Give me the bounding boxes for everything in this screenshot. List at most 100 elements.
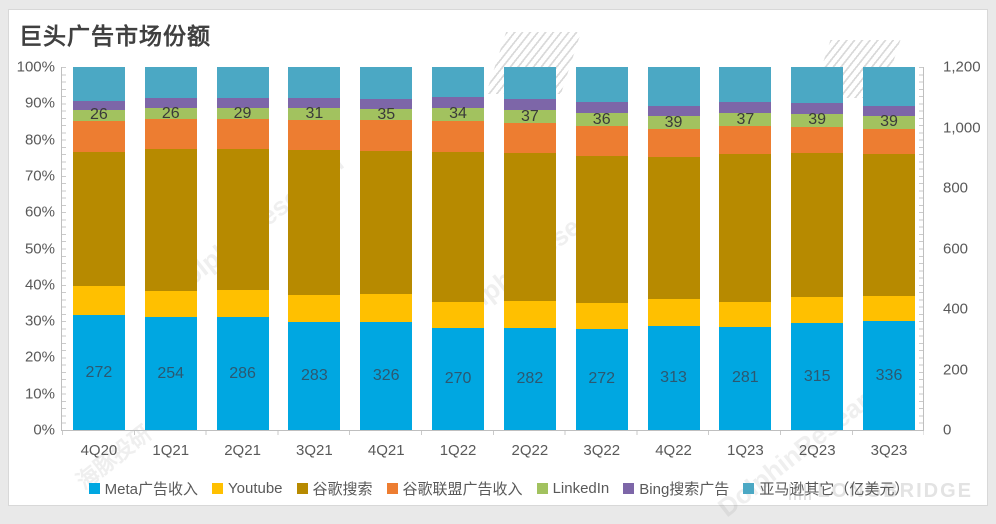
legend-item-谷歌联盟广告收入: 谷歌联盟广告收入 bbox=[386, 478, 523, 499]
legend-label: 亚马逊其它（亿美元） bbox=[759, 481, 910, 498]
data-label-LinkedIn-2Q21: 29 bbox=[233, 104, 252, 122]
segment-谷歌联盟广告收入-4Q20 bbox=[72, 120, 125, 152]
bar-slot-1Q23: 37 281 bbox=[709, 67, 781, 430]
segment-Youtube-3Q21 bbox=[288, 294, 341, 323]
segment-谷歌联盟广告收入-3Q21 bbox=[288, 119, 341, 151]
segment-亚马逊其它（亿美元）-1Q22 bbox=[432, 67, 485, 97]
stacked-bar-1Q23: 37 281 bbox=[719, 67, 772, 430]
segment-Meta广告收入-4Q20: 272 bbox=[72, 315, 125, 430]
chart-card: 巨头广告市场份额 DolphinResearch DolphinResearch… bbox=[8, 9, 989, 523]
segment-谷歌搜索-3Q22 bbox=[575, 155, 628, 303]
bar-slot-2Q22: 37 282 bbox=[494, 67, 566, 430]
data-label-Meta广告收入-1Q23: 281 bbox=[732, 369, 759, 387]
segment-Meta广告收入-2Q23: 315 bbox=[791, 323, 844, 430]
segment-谷歌搜索-1Q21 bbox=[144, 149, 197, 291]
y-axis-line-left bbox=[61, 67, 62, 430]
data-label-Meta广告收入-2Q23: 315 bbox=[803, 367, 831, 385]
bar-slot-3Q23: 39 336 bbox=[853, 67, 925, 430]
y-tick-20%: 20% bbox=[24, 348, 55, 366]
y-axis-left: 100% 90% 80% 70% 60% 50% 40% 30% 20% 10% 0% bbox=[9, 59, 55, 439]
legend-marker-icon bbox=[623, 483, 635, 494]
segment-谷歌联盟广告收入-3Q22 bbox=[575, 126, 628, 156]
segment-LinkedIn-4Q20: 26 bbox=[72, 106, 125, 124]
y-axis-ticks-left bbox=[62, 67, 66, 430]
y-tick-800: 800 bbox=[943, 179, 969, 197]
watermark-longbridge-label: LONGBRIDGE bbox=[817, 480, 973, 502]
legend-marker-icon bbox=[386, 483, 398, 494]
legend-label: LinkedIn bbox=[552, 480, 610, 497]
segment-Meta广告收入-2Q22: 282 bbox=[503, 327, 556, 430]
x-label-1Q22: 1Q22 bbox=[439, 442, 477, 459]
data-label-Meta广告收入-4Q20: 272 bbox=[85, 363, 113, 381]
x-label-4Q22: 4Q22 bbox=[655, 442, 692, 459]
x-axis-ticks bbox=[62, 431, 924, 435]
segment-谷歌搜索-1Q23 bbox=[719, 153, 772, 303]
stacked-bar-3Q23: 39 336 bbox=[863, 67, 916, 430]
stacked-bar-2Q21: 29 286 bbox=[216, 67, 269, 430]
segment-谷歌联盟广告收入-4Q22 bbox=[647, 129, 700, 158]
segment-Youtube-1Q21 bbox=[144, 290, 197, 318]
y-tick-1,000: 1,000 bbox=[943, 119, 981, 136]
segment-Bing搜索广告-2Q22 bbox=[503, 98, 556, 110]
data-label-Meta广告收入-3Q23: 336 bbox=[875, 366, 903, 384]
x-label-4Q20: 4Q20 bbox=[80, 442, 118, 459]
x-label-2Q22: 2Q22 bbox=[511, 442, 549, 459]
segment-亚马逊其它（亿美元）-4Q20 bbox=[72, 67, 125, 101]
segment-Meta广告收入-2Q21: 286 bbox=[216, 317, 269, 430]
segment-Meta广告收入-3Q22: 272 bbox=[575, 328, 628, 430]
legend-label: Bing搜索广告 bbox=[639, 481, 730, 498]
segment-Youtube-4Q20 bbox=[72, 286, 125, 316]
data-label-LinkedIn-3Q22: 36 bbox=[592, 110, 611, 128]
data-label-LinkedIn-4Q21: 35 bbox=[377, 105, 396, 123]
segment-LinkedIn-2Q23: 39 bbox=[791, 112, 844, 128]
segment-LinkedIn-2Q22: 37 bbox=[503, 108, 556, 124]
legend-label: Meta广告收入 bbox=[104, 481, 199, 498]
segment-谷歌搜索-3Q23 bbox=[863, 153, 916, 296]
legend-marker-icon bbox=[212, 483, 224, 494]
plot-area: 26 272 26 254 29 286 31 283 35 326 34 270 37 282 36 272… bbox=[63, 67, 925, 430]
stacked-bar-4Q21: 35 326 bbox=[360, 67, 413, 430]
segment-Meta广告收入-1Q21: 254 bbox=[144, 317, 197, 430]
bar-slot-3Q21: 31 283 bbox=[278, 67, 350, 430]
segment-谷歌搜索-2Q21 bbox=[216, 149, 269, 290]
y-tick-100%: 100% bbox=[16, 58, 55, 76]
segment-谷歌搜索-2Q22 bbox=[503, 153, 556, 302]
segment-亚马逊其它（亿美元）-1Q23 bbox=[719, 67, 772, 102]
data-label-Meta广告收入-3Q21: 283 bbox=[301, 367, 328, 385]
segment-谷歌联盟广告收入-2Q22 bbox=[503, 123, 556, 154]
legend-marker-icon bbox=[88, 483, 100, 494]
segment-Bing搜索广告-3Q21 bbox=[288, 97, 341, 109]
segment-亚马逊其它（亿美元）-2Q23 bbox=[791, 67, 844, 104]
segment-Meta广告收入-3Q23: 336 bbox=[863, 321, 916, 430]
legend-label: 谷歌搜索 bbox=[312, 481, 373, 498]
segment-LinkedIn-2Q21: 29 bbox=[216, 104, 269, 122]
segment-Bing搜索广告-2Q23 bbox=[791, 103, 844, 114]
longbridge-icon bbox=[789, 483, 812, 500]
data-label-LinkedIn-1Q23: 37 bbox=[736, 110, 755, 128]
x-label-2Q21: 2Q21 bbox=[224, 442, 261, 459]
segment-Youtube-2Q21 bbox=[216, 289, 269, 318]
bar-slot-4Q22: 39 313 bbox=[638, 67, 710, 430]
segment-亚马逊其它（亿美元）-2Q21 bbox=[216, 67, 269, 99]
bar-slot-4Q20: 26 272 bbox=[63, 67, 135, 430]
legend: Meta广告收入 Youtube 谷歌搜索 谷歌联盟广告收入 LinkedIn Bing搜… bbox=[9, 478, 989, 499]
segment-谷歌联盟广告收入-2Q21 bbox=[216, 119, 269, 150]
bar-slot-1Q21: 26 254 bbox=[135, 67, 207, 430]
data-label-LinkedIn-4Q20: 26 bbox=[90, 106, 108, 124]
segment-谷歌联盟广告收入-2Q23 bbox=[791, 126, 844, 154]
data-label-Meta广告收入-3Q22: 272 bbox=[588, 370, 616, 388]
bar-slot-2Q23: 39 315 bbox=[781, 67, 853, 430]
y-tick-30%: 30% bbox=[24, 312, 55, 330]
y-tick-80%: 80% bbox=[24, 131, 55, 149]
legend-item-Bing搜索广告: Bing搜索广告 bbox=[623, 478, 729, 499]
segment-亚马逊其它（亿美元）-3Q21 bbox=[288, 67, 341, 98]
segment-LinkedIn-3Q21: 31 bbox=[288, 106, 341, 122]
bar-slot-1Q22: 34 270 bbox=[422, 67, 494, 430]
segment-Meta广告收入-3Q21: 283 bbox=[288, 322, 341, 430]
x-axis-line bbox=[61, 430, 924, 431]
segment-Meta广告收入-1Q22: 270 bbox=[432, 327, 485, 430]
legend-item-LinkedIn: LinkedIn bbox=[536, 480, 610, 497]
legend-marker-icon bbox=[296, 483, 308, 494]
x-label-1Q21: 1Q21 bbox=[152, 442, 190, 459]
segment-Bing搜索广告-1Q22 bbox=[432, 96, 485, 108]
